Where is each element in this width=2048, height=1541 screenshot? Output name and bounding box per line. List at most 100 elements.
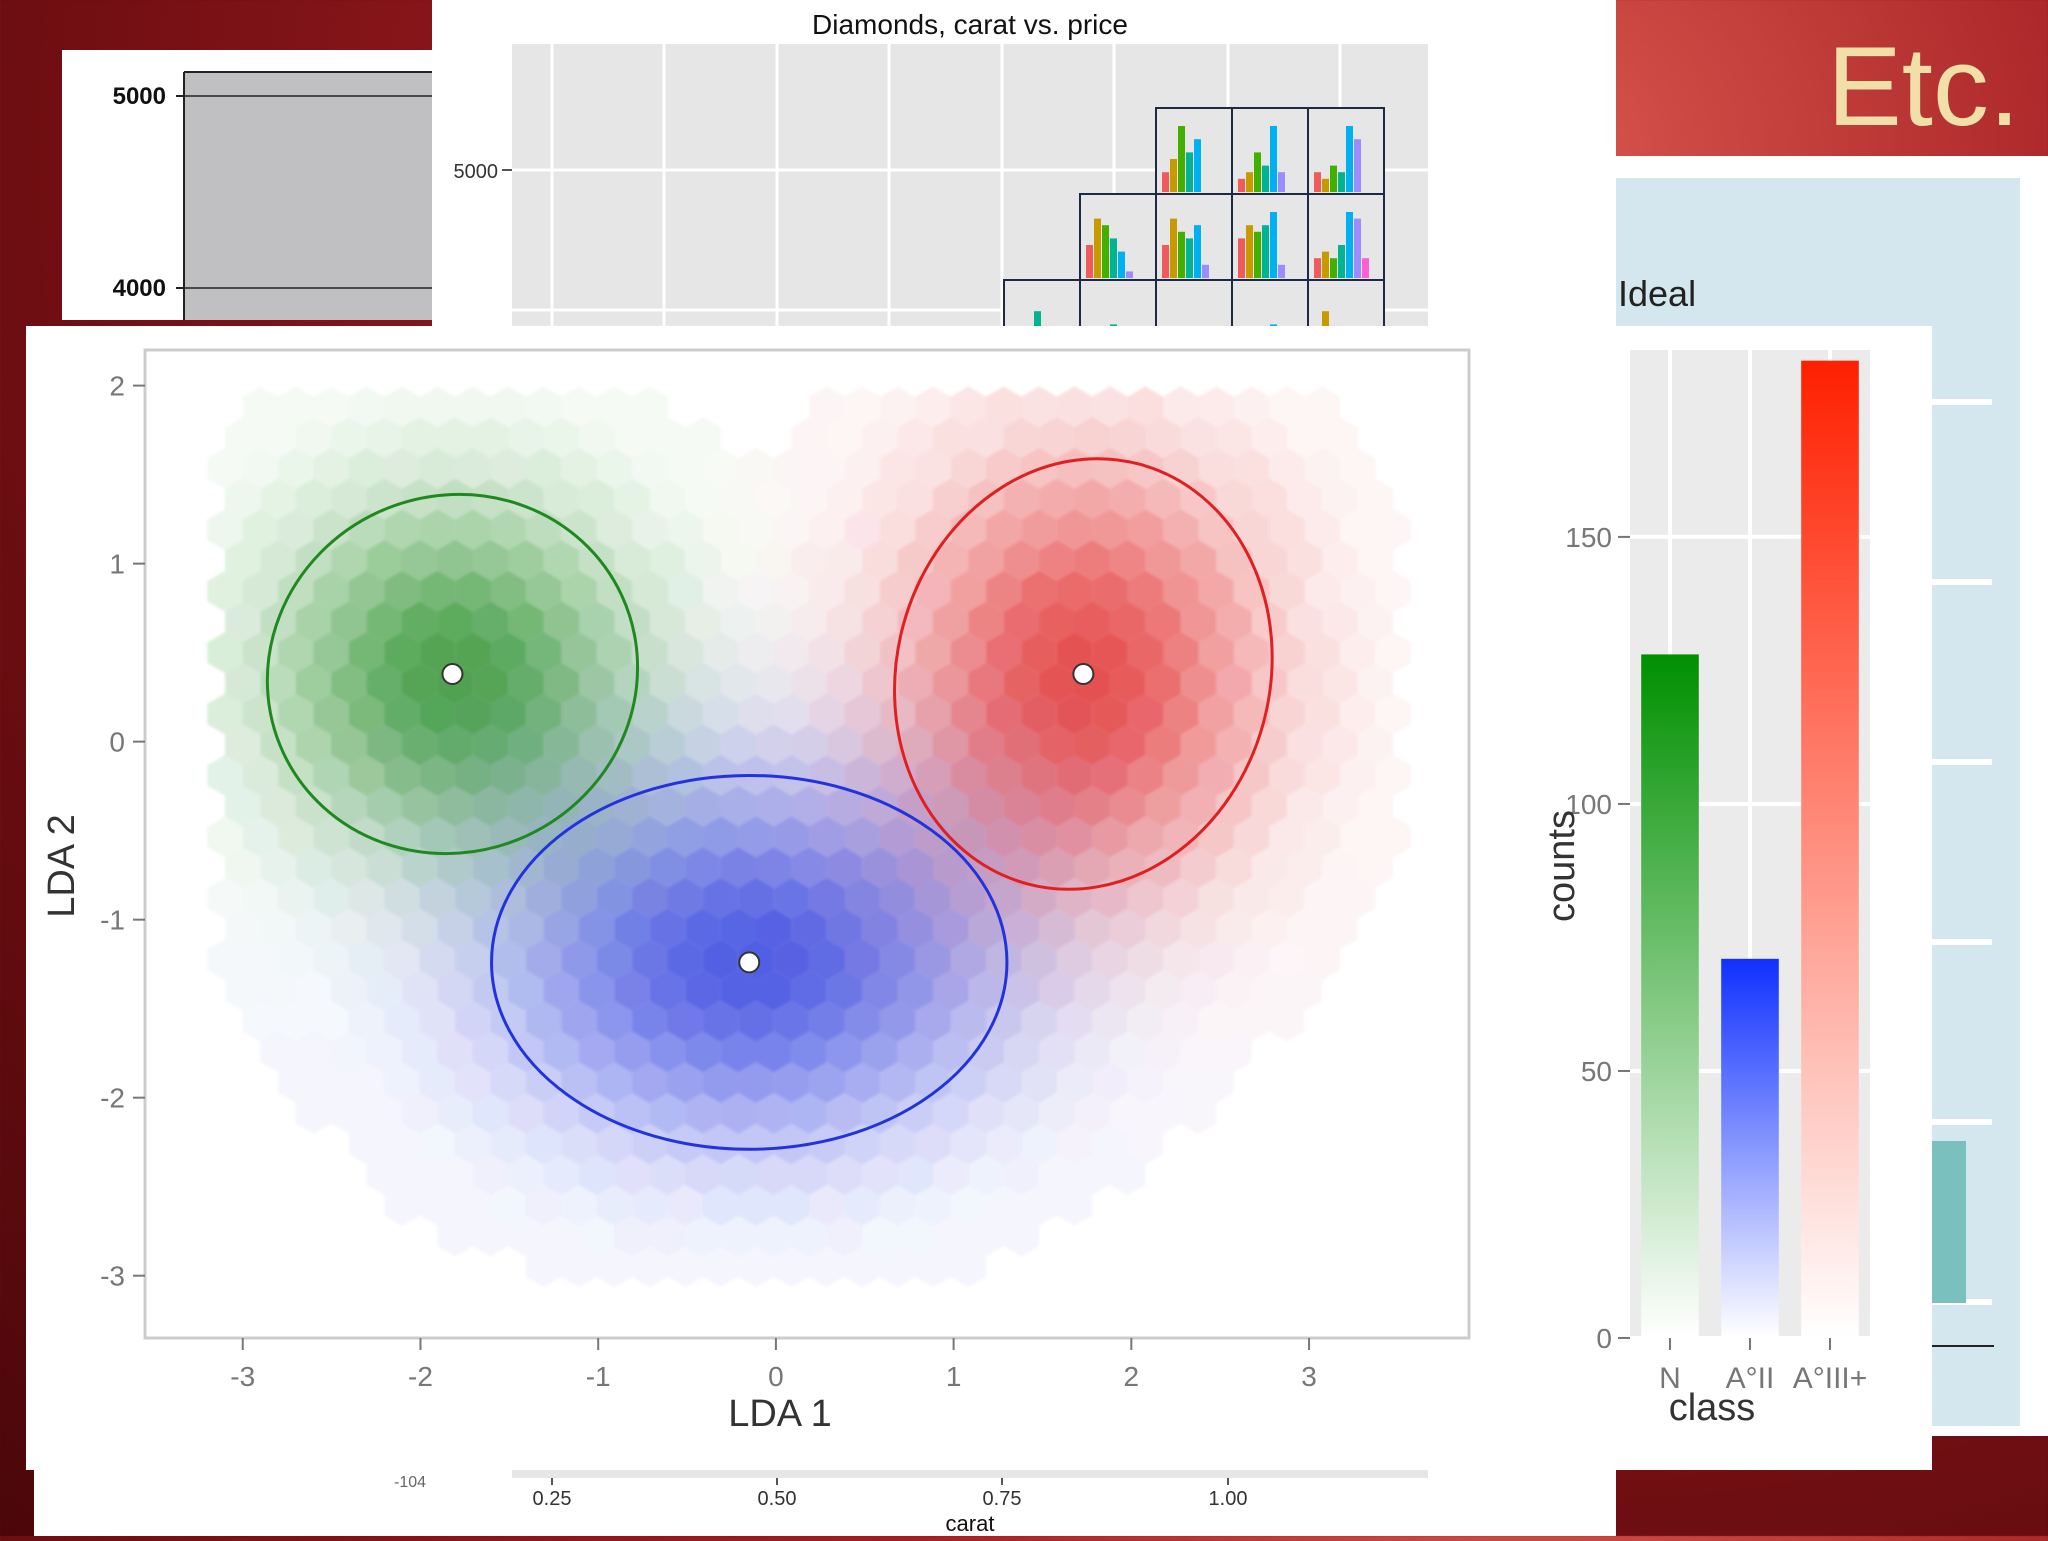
hexbin — [756, 540, 792, 581]
hexbin — [561, 1062, 597, 1103]
hexbin — [649, 1154, 686, 1196]
hexbin — [402, 1031, 438, 1073]
hexbin — [614, 1154, 650, 1196]
hexbin — [632, 877, 668, 919]
hexbin — [225, 540, 261, 581]
hexbin — [455, 755, 491, 796]
hexbin — [1304, 632, 1340, 674]
hexbin — [756, 969, 792, 1011]
hexbin — [1286, 540, 1323, 581]
facet-bar — [1354, 139, 1361, 192]
hexbin — [1198, 755, 1234, 796]
hexbin — [437, 1031, 473, 1073]
hexbin — [260, 417, 296, 459]
hexbin — [933, 908, 969, 950]
hexbin — [278, 447, 314, 489]
hexbin — [968, 908, 1004, 950]
hexbin — [1216, 785, 1252, 827]
hexbin — [278, 386, 314, 428]
hexbin — [366, 724, 402, 766]
hexbin — [844, 632, 880, 674]
hexbin — [968, 1215, 1004, 1257]
facet-bar — [1238, 238, 1245, 278]
class-centroid — [738, 951, 761, 974]
hexbin — [596, 1246, 633, 1288]
hexbin — [295, 908, 332, 950]
hexbin — [720, 1215, 756, 1257]
hexbin — [809, 570, 845, 612]
hexbin — [667, 632, 703, 674]
hexbin — [437, 1215, 473, 1257]
hexbin — [879, 1000, 916, 1042]
hexbin — [1286, 847, 1323, 889]
hexbin — [1127, 877, 1163, 919]
hexbin — [897, 1215, 933, 1257]
hexbin — [1003, 1092, 1040, 1134]
hexbin — [826, 1215, 863, 1257]
ideal-title: Ideal — [1618, 273, 1696, 314]
hexbin — [915, 509, 951, 551]
hexbin — [437, 908, 473, 950]
hexbin — [1003, 478, 1040, 520]
hexbin — [756, 1092, 792, 1134]
hexbin — [1109, 847, 1146, 889]
hexbin — [844, 816, 880, 858]
hexbin — [968, 417, 1004, 459]
facet-bar — [1262, 165, 1269, 192]
counts-ytick: 100 — [1565, 789, 1612, 820]
hexbin — [1233, 939, 1270, 981]
hexbin — [1216, 847, 1252, 889]
hexbin — [862, 1031, 898, 1073]
hexbin — [1021, 1184, 1057, 1226]
hexbin — [579, 1154, 615, 1196]
hexbin — [1322, 785, 1358, 827]
hexbin — [278, 877, 314, 919]
hexbin — [685, 1092, 721, 1134]
hexbin — [720, 969, 756, 1011]
hexbin — [1074, 1031, 1110, 1073]
hexbin — [1251, 908, 1287, 950]
hexbin — [844, 1000, 880, 1042]
hexbin — [986, 1062, 1022, 1103]
hexbin — [1286, 969, 1323, 1011]
hexbin — [331, 969, 367, 1011]
hexbin — [1163, 570, 1199, 612]
hexbin — [756, 1215, 792, 1257]
hexbin — [596, 816, 633, 858]
lda-ytick: -3 — [100, 1261, 125, 1292]
hexbin — [455, 447, 491, 489]
hexbin — [596, 447, 633, 489]
hexbin — [1216, 724, 1252, 766]
hexbin — [791, 601, 827, 643]
facet-bar — [1202, 264, 1209, 278]
hexbin — [1180, 724, 1217, 766]
hexbin — [1269, 570, 1305, 612]
hexbin — [1304, 509, 1340, 551]
hexbin — [897, 847, 933, 889]
hexbin — [756, 1031, 792, 1073]
hexbin — [225, 724, 261, 766]
hexbin — [862, 908, 898, 950]
hexbin — [773, 570, 810, 612]
counts-axes: N A°II A°III+ 0 50 100 150 — [1565, 522, 1867, 1395]
hexbin — [331, 478, 367, 520]
hexbin — [384, 877, 420, 919]
hexbin — [897, 724, 933, 766]
hexbin — [844, 386, 880, 428]
facet-bar — [1186, 238, 1193, 278]
facet-bar — [1246, 225, 1253, 278]
hexbin — [986, 1123, 1022, 1165]
hexbin — [384, 386, 420, 428]
diamonds-xtick-075: 0.75 — [983, 1488, 1022, 1510]
hexbin — [968, 601, 1004, 643]
hexbin — [596, 1000, 633, 1042]
hexbin — [579, 478, 615, 520]
hexbin — [632, 509, 668, 551]
hexbin — [543, 785, 579, 827]
hexbin — [632, 570, 668, 612]
hexbin — [826, 785, 863, 827]
hexbin — [1357, 601, 1394, 643]
hexbin — [348, 877, 385, 919]
hexbin — [791, 1215, 827, 1257]
hexbin — [1021, 1062, 1057, 1103]
